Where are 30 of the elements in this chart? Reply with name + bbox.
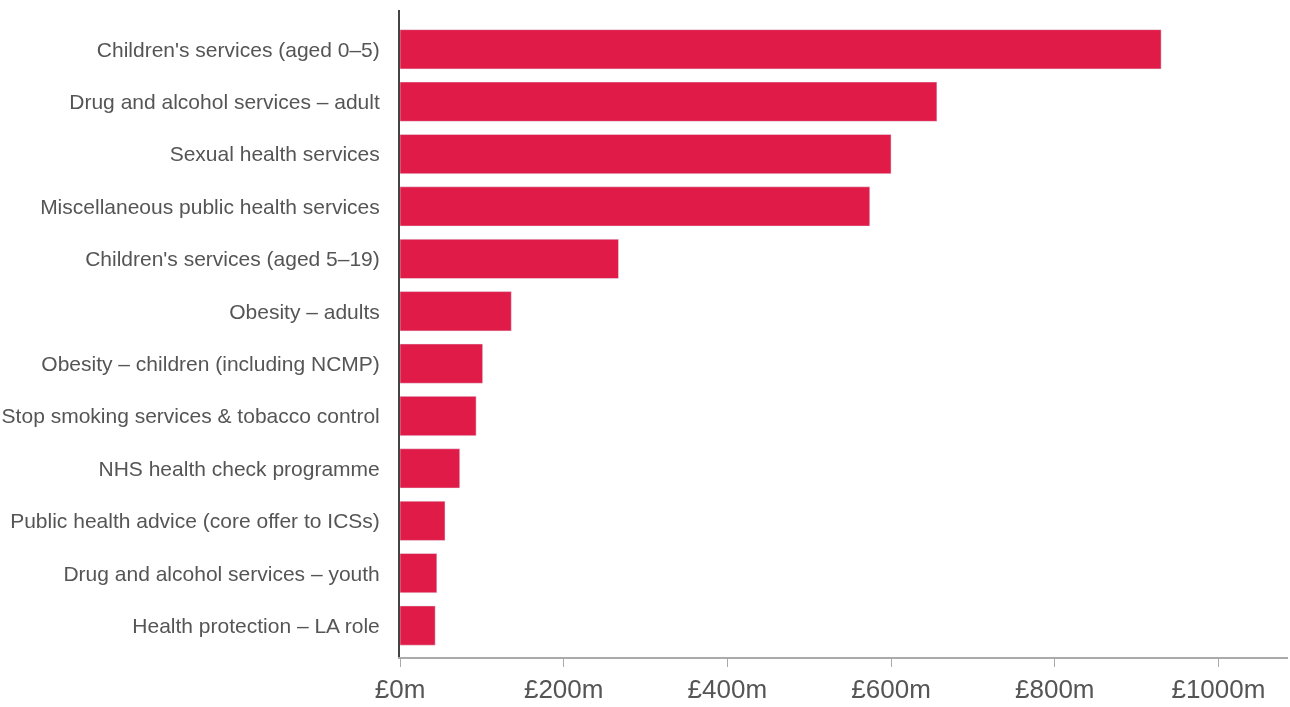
bar: [400, 500, 446, 541]
x-tick-label: £600m: [851, 674, 931, 705]
bar: [400, 238, 619, 279]
bar: [400, 81, 938, 122]
y-tick-label: Drug and alcohol services – youth: [63, 561, 380, 585]
y-tick-label: NHS health check programme: [98, 456, 380, 480]
y-tick-label: Public health advice (core offer to ICSs): [10, 509, 380, 533]
y-tick-label: Obesity – children (including NCMP): [41, 351, 380, 375]
y-tick-label: Stop smoking services & tobacco control: [1, 404, 380, 428]
y-tick-label: Drug and alcohol services – adult: [69, 90, 380, 114]
bar: [400, 605, 436, 646]
bar: [400, 291, 512, 332]
y-tick-label: Children's services (aged 0–5): [96, 37, 380, 61]
x-tick-label: £0m: [374, 674, 426, 705]
bar: [400, 186, 871, 227]
bar: [400, 343, 483, 384]
bar: [400, 448, 460, 489]
x-tick-label: £800m: [1015, 674, 1095, 705]
y-tick-label: Sexual health services: [169, 142, 380, 166]
y-tick-label: Miscellaneous public health services: [40, 194, 380, 218]
y-tick-label: Health protection – LA role: [132, 613, 380, 637]
y-tick-label: Obesity – adults: [229, 299, 380, 323]
bar: [400, 134, 892, 174]
bar: [400, 29, 1162, 70]
x-tick-label: £400m: [687, 674, 768, 705]
x-tick-label: £1000m: [1171, 674, 1266, 705]
bar: [400, 553, 438, 594]
x-tick-label: £200m: [523, 674, 604, 705]
y-tick-label: Children's services (aged 5–19): [85, 247, 380, 271]
bar: [400, 396, 477, 436]
